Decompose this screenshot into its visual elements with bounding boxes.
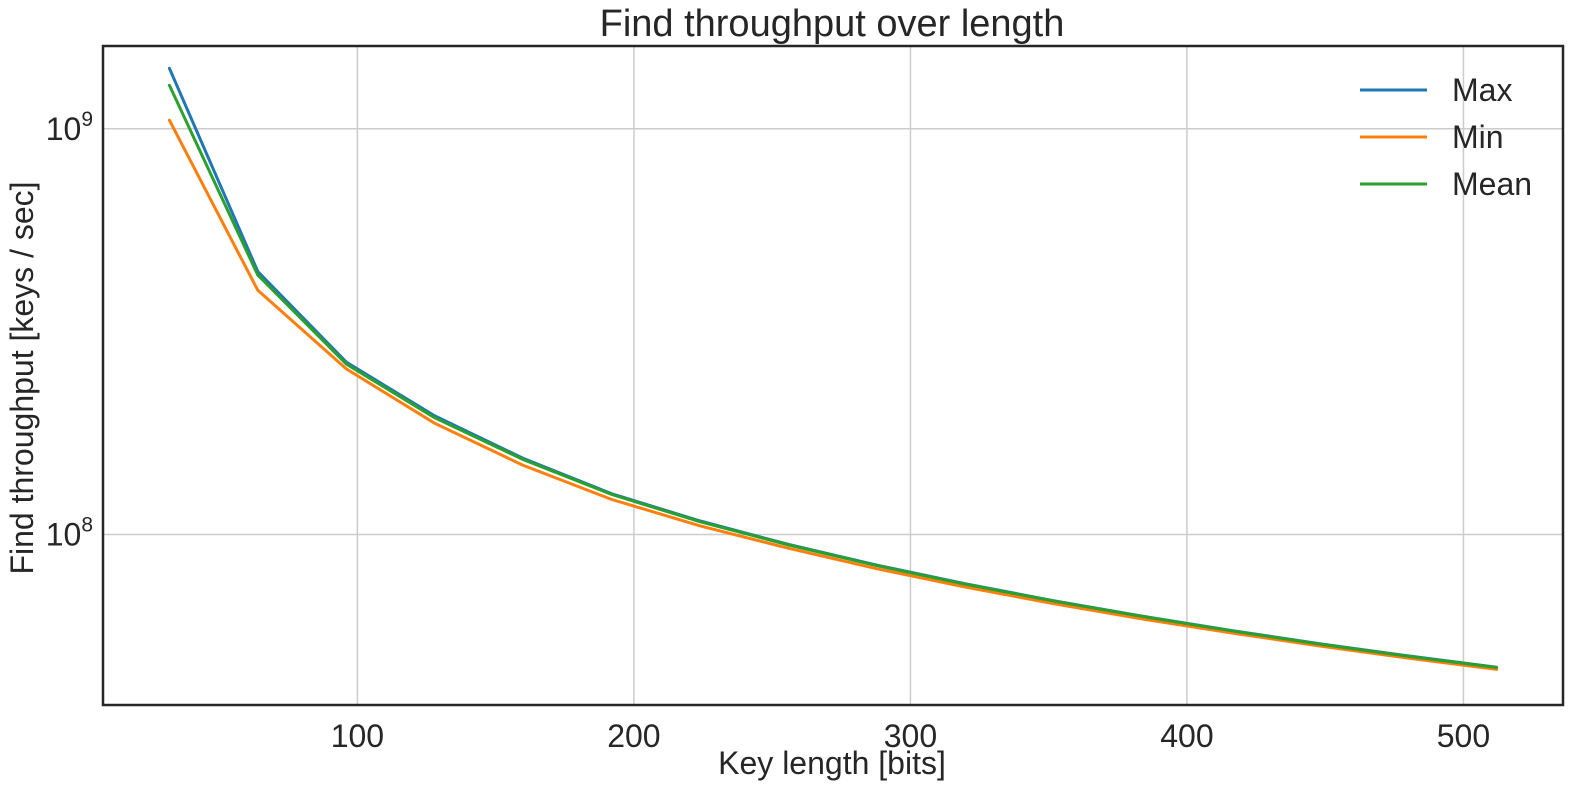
series-line-min — [167, 118, 1499, 671]
series-line-max — [167, 66, 1499, 669]
x-tick-label: 300 — [884, 718, 937, 754]
legend-label-max: Max — [1452, 72, 1512, 108]
chart-title: Find throughput over length — [600, 3, 1065, 45]
x-tick-label: 500 — [1437, 718, 1490, 754]
y-tick-exponent: 9 — [81, 108, 93, 131]
y-tick-base: 10 — [46, 517, 82, 553]
y-tick-label: 109 — [46, 108, 93, 147]
plot-series — [167, 66, 1499, 671]
legend-label-min: Min — [1452, 119, 1504, 155]
x-tick-label: 400 — [1160, 718, 1213, 754]
y-tick-exponent: 8 — [81, 514, 93, 537]
y-axis-label: Find throughput [keys / sec] — [4, 181, 40, 574]
y-tick-label: 108 — [46, 514, 93, 553]
legend-label-mean: Mean — [1452, 166, 1532, 202]
x-tick-label: 200 — [607, 718, 660, 754]
plot-frame — [101, 44, 1565, 707]
x-tick-label: 100 — [331, 718, 384, 754]
x-axis-ticks: 100 200 300 400 500 — [331, 718, 1490, 754]
x-axis-label: Key length [bits] — [718, 745, 946, 781]
series-line-mean — [167, 83, 1499, 669]
grid — [103, 46, 1563, 705]
y-tick-base: 10 — [46, 111, 82, 147]
legend: Max Min Mean — [1360, 72, 1532, 202]
